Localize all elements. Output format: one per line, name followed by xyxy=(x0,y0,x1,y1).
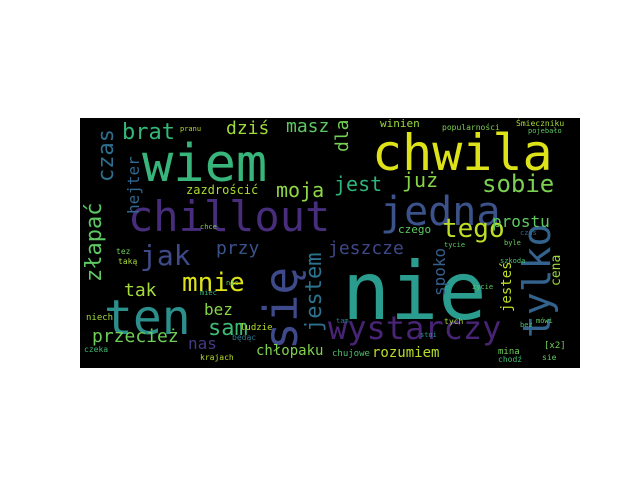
word-zazdroscic: zazdrościć xyxy=(186,183,259,197)
word-sam: sam xyxy=(208,316,248,341)
word-smieczniku: Śmieczniku xyxy=(516,119,565,128)
word-czeka: czeka xyxy=(84,345,109,354)
word-sobie: sobie xyxy=(482,170,555,198)
word-spoko: spoko xyxy=(430,247,449,296)
word-mnie: mnie xyxy=(182,268,245,298)
word-szkoda: szkoda xyxy=(500,257,526,265)
word-popularnosci: popularności xyxy=(442,123,500,132)
word-mowi: mówi xyxy=(536,317,553,325)
word-jak: jak xyxy=(140,239,191,272)
word-moja: moja xyxy=(276,178,325,202)
word-tego: tego xyxy=(442,214,505,244)
word-przeciez: przecież xyxy=(92,326,179,347)
word-chlopaku: chłopaku xyxy=(256,343,324,359)
word-bez-small: bez xyxy=(520,321,533,329)
word-taka: taką xyxy=(118,257,138,266)
word-zlapac: złapać xyxy=(82,202,107,282)
word-bez: bez xyxy=(204,300,233,319)
word-czego: czego xyxy=(398,223,432,236)
word-tycie: tycie xyxy=(444,241,466,249)
word-cloud: nie wiem chwila chillout ten się jedna t… xyxy=(80,118,580,368)
word-bedac: będąc xyxy=(232,333,257,342)
word-miec: miec xyxy=(200,289,217,297)
word-zycie: życie xyxy=(472,283,494,291)
word-pranu: pranu xyxy=(180,125,202,133)
word-sie-small: sie xyxy=(542,353,557,362)
word-chillout: chillout xyxy=(128,192,331,241)
word-mina: mina xyxy=(498,347,520,357)
word-jestem: jestem xyxy=(302,252,327,332)
word-tak: tak xyxy=(124,280,157,301)
word-czas-small: czas xyxy=(520,229,537,237)
word-tam: tam xyxy=(336,317,349,325)
word-jestes: jesteś xyxy=(499,261,515,312)
word-jest: jest xyxy=(334,172,383,196)
word-chodz: chodź xyxy=(498,355,523,364)
word-chujowe: chujowe xyxy=(332,349,370,359)
word-sie: się xyxy=(254,266,308,350)
word-krajach: krajach xyxy=(200,353,234,362)
word-czas: czas xyxy=(94,129,119,182)
word-cena: cena xyxy=(549,254,564,286)
word-niech: niech xyxy=(86,313,114,323)
word-rozumiem: rozumiem xyxy=(372,345,440,361)
word-tez: tez xyxy=(116,247,131,256)
word-dla: dla xyxy=(332,119,353,152)
word-jeszcze: jeszcze xyxy=(328,238,404,259)
word-masz: masz xyxy=(286,118,330,137)
word-x2: [x2] xyxy=(544,341,566,351)
word-nas: nas xyxy=(188,334,217,353)
word-stoi: stoi xyxy=(420,331,437,339)
word-ludzie: ludzie xyxy=(240,323,273,333)
word-przy: przy xyxy=(216,238,260,259)
word-chce: chce xyxy=(200,223,217,231)
word-nic: nic xyxy=(226,279,239,287)
word-winien: winien xyxy=(380,118,420,130)
word-ten: ten xyxy=(104,290,191,346)
word-wystarczy: wystarczy xyxy=(328,309,502,347)
word-jedna: jedna xyxy=(380,189,501,235)
word-prostu: prostu xyxy=(492,212,550,231)
word-chwila: chwila xyxy=(372,124,553,182)
word-brat: brat xyxy=(122,120,175,145)
word-byle: byle xyxy=(504,239,521,247)
word-wiem: wiem xyxy=(142,134,268,194)
word-dzis: dziś xyxy=(226,118,270,139)
word-pojebalo: pojebało xyxy=(528,127,562,135)
word-nie: nie xyxy=(342,245,487,338)
word-tych: tych xyxy=(444,317,464,326)
word-juz: już xyxy=(402,168,439,192)
word-hejter: hejter xyxy=(124,156,143,214)
